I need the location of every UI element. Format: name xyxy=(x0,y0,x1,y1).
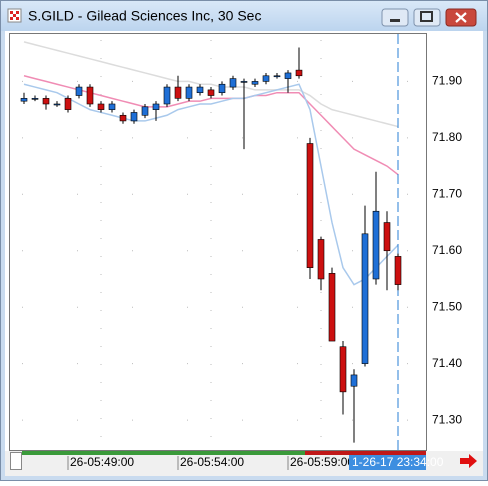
scroll-track[interactable] xyxy=(22,451,426,455)
x-tick-label: 26-05:59:00 xyxy=(290,455,354,469)
x-axis: 26-05:49:00 26-05:54:00 26-05:59:001-26-17… xyxy=(67,455,444,470)
app-icon xyxy=(7,8,22,23)
indicator-line xyxy=(23,41,399,128)
candle-body xyxy=(284,72,292,79)
y-tick-label: 71.40 xyxy=(432,356,462,370)
x-tick-label: 26-05:54:00 xyxy=(180,455,244,469)
candle-body xyxy=(207,89,215,96)
y-tick-label: 71.80 xyxy=(432,130,462,144)
candle-body xyxy=(141,106,149,116)
minimize-button[interactable] xyxy=(381,8,409,27)
plot xyxy=(20,34,408,450)
candle-body xyxy=(86,86,94,105)
candle-body xyxy=(295,69,303,77)
candle-body xyxy=(229,78,237,88)
candle-body xyxy=(383,222,391,252)
candle-body xyxy=(218,83,226,94)
candle-body xyxy=(130,112,138,122)
candle-body xyxy=(372,210,380,280)
candle-body xyxy=(251,81,259,85)
candle-body xyxy=(394,256,402,285)
candle-body xyxy=(119,114,127,122)
candle-body xyxy=(64,98,72,110)
y-tick-label: 71.30 xyxy=(432,412,462,426)
candle-body xyxy=(339,346,347,393)
candle-body xyxy=(328,273,336,342)
maximize-button[interactable] xyxy=(413,8,441,27)
window-title: S.GILD - Gilead Sciences Inc, 30 Sec xyxy=(28,8,261,24)
y-tick-label: 71.60 xyxy=(432,243,462,257)
candle-body xyxy=(53,103,61,106)
candle-body xyxy=(174,86,182,99)
candle-body xyxy=(361,233,369,364)
candle-body xyxy=(350,374,358,387)
candle-body xyxy=(75,86,83,96)
candle-body xyxy=(42,98,50,105)
candle-body xyxy=(152,103,160,110)
scroll-box[interactable] xyxy=(10,452,22,470)
cursor-label: 1-26-17 23:34:00 xyxy=(352,455,444,469)
candle-body xyxy=(262,75,270,82)
x-tick-label: 26-05:49:00 xyxy=(70,455,134,469)
candle-body xyxy=(273,75,281,78)
indicator-line xyxy=(23,83,399,286)
y-tick-label: 71.70 xyxy=(432,186,462,200)
candle-body xyxy=(240,81,248,83)
candle-body xyxy=(196,86,204,94)
candle-body xyxy=(97,103,105,110)
candle-body xyxy=(163,86,171,105)
scroll-thumb[interactable] xyxy=(305,451,426,455)
candle-body xyxy=(108,103,116,110)
candle-body xyxy=(185,86,193,99)
scroll-right-arrow[interactable] xyxy=(460,454,477,468)
candle-body xyxy=(20,98,28,102)
candle-body xyxy=(306,143,314,268)
y-tick-label: 71.50 xyxy=(432,299,462,313)
close-button[interactable] xyxy=(445,8,477,27)
candle-body xyxy=(31,98,39,100)
y-tick-label: 71.90 xyxy=(432,74,462,88)
cursor-label-bg xyxy=(349,455,426,470)
candle-body xyxy=(317,239,325,280)
